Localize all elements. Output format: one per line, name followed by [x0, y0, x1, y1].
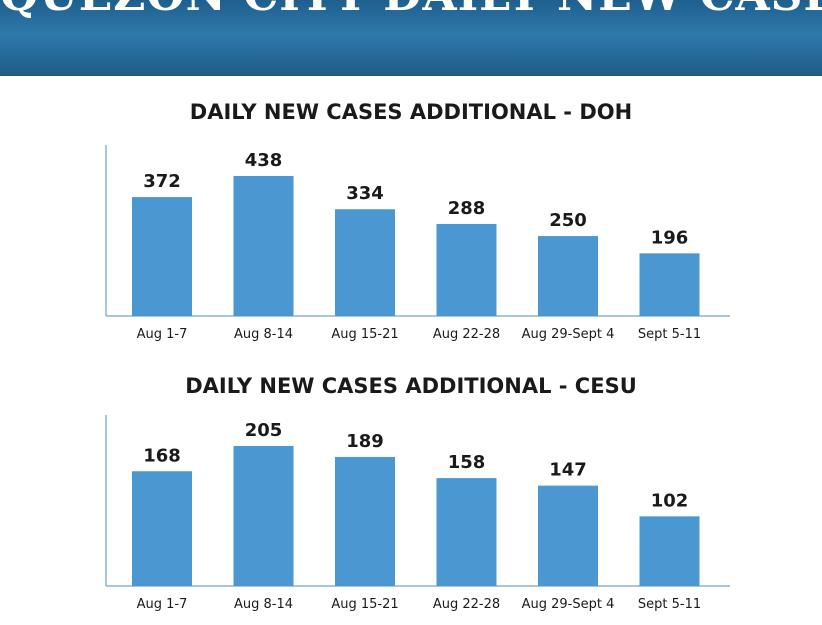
data-label: 334: [346, 183, 384, 204]
bar: [132, 471, 192, 586]
x-tick-label: Aug 1-7: [137, 597, 188, 612]
bar: [538, 236, 598, 316]
chart-title-doh: DAILY NEW CASES ADDITIONAL - DOH: [189, 100, 633, 124]
x-tick-label: Aug 15-21: [331, 597, 398, 612]
chart-title-cesu: DAILY NEW CASES ADDITIONAL - CESU: [185, 374, 637, 398]
data-label: 288: [448, 198, 486, 219]
data-label: 372: [143, 171, 181, 192]
x-tick-label: Aug 8-14: [234, 597, 293, 612]
bar: [436, 478, 497, 586]
x-tick-label: Aug 22-28: [433, 597, 500, 612]
header-banner: QUEZON CITY DAILY NEW CASES: [0, 0, 822, 76]
data-label: 147: [549, 460, 587, 481]
x-tick-label: Aug 8-14: [234, 327, 293, 342]
bar: [335, 456, 395, 586]
chart-doh: 372 Aug 1-7 438 Aug 8-14 334 Aug 15-21 288 Aug …: [105, 145, 730, 342]
bar: [639, 253, 700, 316]
data-label: 438: [245, 150, 283, 171]
x-tick-label: Aug 29-Sept 4: [522, 327, 615, 342]
bar: [335, 209, 395, 316]
bar: [436, 223, 497, 316]
x-tick-label: Aug 22-28: [433, 327, 500, 342]
x-tick-label: Sept 5-11: [638, 327, 701, 342]
x-tick-label: Sept 5-11: [638, 597, 701, 612]
x-tick-label: Aug 15-21: [331, 327, 398, 342]
data-label: 189: [346, 431, 384, 452]
data-label: 250: [549, 210, 587, 231]
bar: [233, 176, 294, 316]
data-label: 158: [448, 452, 486, 473]
data-label: 168: [143, 445, 181, 466]
data-label: 102: [651, 490, 689, 511]
chart-cesu: 168 Aug 1-7 205 Aug 8-14 189 Aug 15-21 158 Aug …: [105, 415, 730, 612]
x-tick-label: Aug 1-7: [137, 327, 188, 342]
data-label: 196: [651, 227, 689, 248]
bar: [639, 516, 700, 586]
bar: [233, 446, 294, 586]
x-tick-label: Aug 29-Sept 4: [522, 597, 615, 612]
page-title: QUEZON CITY DAILY NEW CASES: [0, 0, 822, 21]
bar: [538, 485, 598, 586]
bar: [132, 197, 192, 316]
data-label: 205: [245, 420, 283, 441]
